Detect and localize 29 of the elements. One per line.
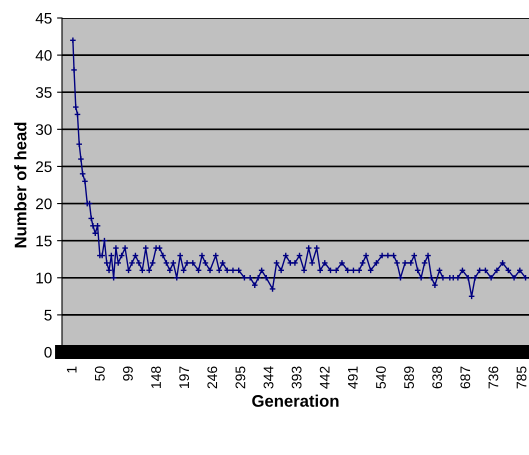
y-tick-label: 35 (36, 87, 52, 98)
y-tick-label: 5 (44, 310, 52, 321)
x-axis-title: Generation (252, 394, 338, 407)
y-tick-label: 45 (36, 13, 52, 24)
x-tick-label: 491 (348, 366, 358, 389)
x-tick-label: 148 (151, 366, 161, 388)
x-tick-label: 295 (235, 366, 246, 388)
x-tick-label: 393 (292, 366, 302, 389)
x-tick-label: 246 (207, 366, 218, 388)
x-tick-label: 50 (94, 366, 105, 381)
y-tick-label: 15 (36, 236, 52, 246)
x-tick-label: 785 (516, 366, 526, 388)
y-tick-label: 30 (36, 124, 52, 136)
y-tick-label: 10 (36, 272, 52, 284)
x-tick-label: 736 (488, 366, 498, 388)
x-tick-label: 344 (264, 366, 274, 389)
x-tick-label: 442 (320, 366, 330, 389)
y-axis-title: Number of head (14, 122, 26, 248)
x-tick-label: 99 (123, 366, 133, 381)
y-tick-label: 0 (44, 346, 52, 358)
x-tick-label: 687 (460, 366, 470, 388)
y-tick-label: 40 (36, 50, 52, 61)
x-tick-label: 1 (66, 366, 76, 373)
x-tick-label: 589 (404, 366, 414, 389)
x-tick-label: 197 (179, 366, 190, 388)
x-tick-label: 638 (432, 366, 442, 388)
y-tick-label: 20 (36, 198, 52, 210)
y-tick-label: 25 (36, 161, 52, 172)
x-tick-label: 540 (376, 366, 386, 389)
